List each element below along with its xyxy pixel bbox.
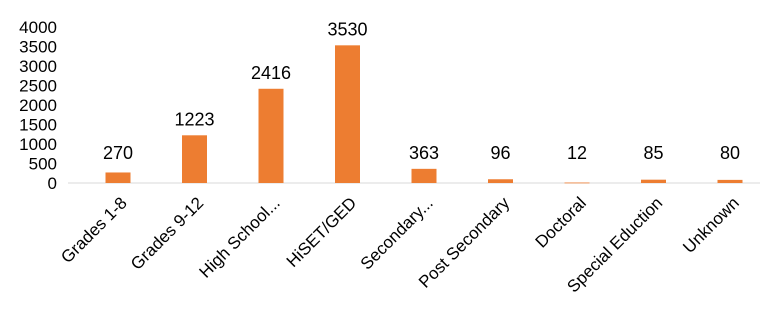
bar	[105, 172, 131, 183]
data-label: 2416	[251, 63, 291, 83]
bar	[411, 168, 437, 183]
bar	[258, 88, 284, 183]
data-label: 80	[720, 143, 740, 163]
data-label: 3530	[327, 19, 367, 39]
bar	[641, 179, 666, 183]
y-tick-label: 3000	[19, 57, 57, 76]
data-labels-group: 270 1223 2416 3530 363 96 12 85 80	[103, 19, 740, 163]
bar	[182, 135, 207, 183]
x-category-label: Doctoral	[532, 193, 590, 251]
y-tick-label: 1000	[19, 135, 57, 154]
x-category-label: Grades 9-12	[127, 193, 207, 273]
data-label: 85	[643, 143, 663, 163]
bar	[717, 179, 743, 183]
bar	[564, 182, 590, 184]
y-tick-label: 2000	[19, 96, 57, 115]
x-category-label: Unknown	[679, 193, 743, 257]
data-label: 96	[490, 143, 510, 163]
data-label: 12	[567, 143, 587, 163]
y-tick-label: 3500	[19, 38, 57, 57]
y-tick-label: 0	[48, 174, 57, 193]
data-label: 363	[409, 143, 439, 163]
x-category-label: Secondary...	[357, 193, 437, 273]
data-label: 270	[103, 143, 133, 163]
x-category-label: Grades 1-8	[57, 193, 131, 267]
bars-group	[105, 45, 743, 184]
y-tick-label: 1500	[19, 116, 57, 135]
bar	[335, 45, 360, 183]
data-label: 1223	[174, 109, 214, 129]
y-tick-label: 500	[29, 155, 57, 174]
bar	[488, 179, 513, 183]
y-tick-label: 2500	[19, 77, 57, 96]
x-category-label: High School...	[196, 193, 284, 281]
y-tick-label: 4000	[19, 18, 57, 37]
x-category-label: HiSET/GED	[283, 193, 361, 271]
